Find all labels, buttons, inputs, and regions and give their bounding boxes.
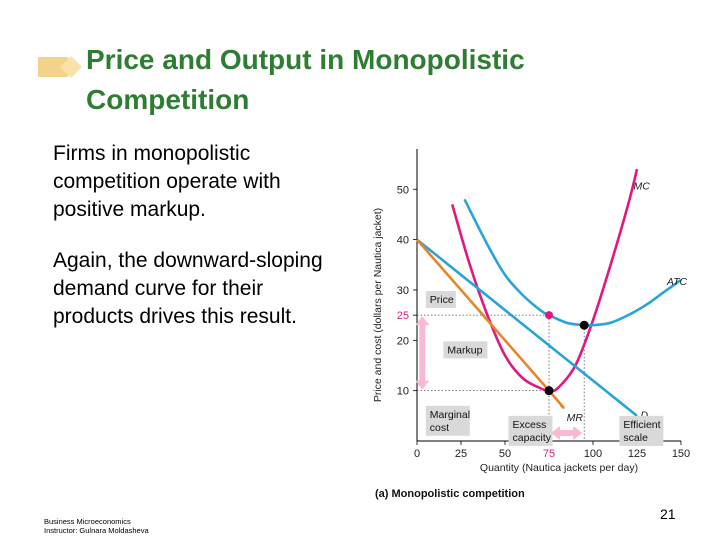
x-tick-label: 100: [584, 448, 602, 460]
x-tick-label: 25: [455, 448, 467, 460]
equilibrium-point: [579, 320, 589, 330]
curve-label-mc: MC: [633, 180, 650, 192]
equilibrium-point: [544, 386, 554, 396]
markup-arrow-head-up: [415, 316, 430, 326]
curve-label-atc: ATC: [666, 276, 688, 288]
curve-label-mr: MR: [567, 412, 584, 424]
markup-arrow-head-down: [415, 380, 430, 390]
slide-title: Price and Output in Monopolistic Competi…: [86, 40, 706, 120]
excess-capacity-arrow-head-left: [551, 426, 560, 440]
label-text-excess-capacity: Excess capacity: [513, 419, 552, 444]
slide-title-line2: Competition: [86, 84, 250, 115]
label-text-efficient-scale: Efficient scale: [623, 419, 660, 444]
x-axis-label: Quantity (Nautica jackets per day): [480, 462, 638, 474]
footer-instructor: Instructor: Gulnara Moldasheva: [44, 526, 149, 535]
x-tick-label: 150: [672, 448, 690, 460]
x-tick-label: 125: [628, 448, 646, 460]
label-text-marginal-cost: Marginal cost: [430, 409, 470, 434]
footer: Business Microeconomics Instructor: Guln…: [44, 517, 149, 535]
footer-course: Business Microeconomics: [44, 517, 131, 526]
y-tick-label: 50: [397, 184, 409, 196]
excess-capacity-arrow-head-right: [573, 426, 583, 440]
chart-title: (a) Monopolistic competition: [375, 488, 525, 500]
label-box-excess-capacity: [508, 415, 553, 446]
y-tick-label: 30: [397, 285, 409, 297]
label-text-markup: Markup: [447, 344, 482, 356]
paragraph-demand: Again, the downward-sloping demand curve…: [53, 249, 323, 328]
y-tick-label: 40: [397, 235, 409, 247]
curve-label-d: D: [641, 409, 649, 421]
d-curve: [416, 238, 638, 417]
mr-curve: [416, 238, 565, 409]
label-box-price: [425, 291, 456, 308]
label-text-price: Price: [430, 294, 454, 306]
label-box-markup: [443, 341, 488, 359]
title-bullet-icon: [38, 56, 82, 78]
page-number: 21: [660, 506, 676, 522]
x-tick-label: 75: [543, 448, 555, 460]
y-tick-label: 25: [397, 310, 409, 322]
excess-capacity-arrow-shaft: [559, 430, 575, 436]
label-box-marginal-cost: [425, 405, 470, 436]
y-tick-label: 10: [397, 386, 409, 398]
markup-arrow-shaft: [419, 324, 426, 382]
x-tick-label: 50: [499, 448, 511, 460]
x-tick-label: 0: [414, 448, 420, 460]
slide-title-line1: Price and Output in Monopolistic: [86, 44, 525, 75]
y-axis-label: Price and cost (dollars per Nautica jack…: [372, 208, 384, 402]
label-box-efficient-scale: [619, 415, 664, 446]
paragraph-markup: Firms in monopolistic competition operat…: [53, 142, 281, 221]
atc-curve: [463, 198, 682, 327]
y-tick-label: 20: [397, 335, 409, 347]
monopolistic-competition-chart: 0 25 50 75 100 125 150 10 20 25 30 40 50 Quantity (Na…: [372, 149, 690, 500]
equilibrium-point: [545, 311, 553, 320]
